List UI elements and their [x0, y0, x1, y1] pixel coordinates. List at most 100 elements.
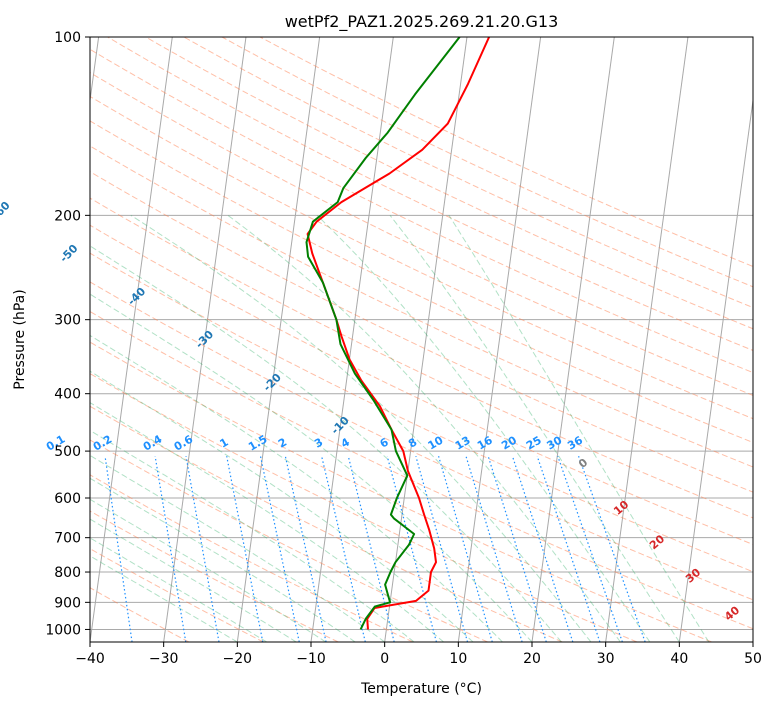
temperature-line [306, 37, 491, 630]
mixing-ratio-line [578, 455, 646, 642]
moist-adiabat-line [90, 477, 356, 642]
mixing-ratio-label: 6 [378, 435, 391, 450]
dry-adiabat-line [90, 120, 753, 444]
dry-adiabat-line [90, 439, 488, 642]
y-tick-label: 100 [54, 30, 81, 46]
plot-frame [89, 36, 754, 643]
mixing-ratio-line [185, 456, 220, 642]
y-tick-label: 200 [54, 208, 81, 224]
y-tick-label: 800 [54, 565, 81, 581]
isotherm-line [90, 37, 173, 642]
moist-adiabat-line [90, 370, 474, 642]
dry-adiabat-line [90, 224, 753, 546]
y-axis-title: Pressure (hPa) [12, 289, 28, 389]
mixing-ratio-label: 36 [565, 433, 585, 452]
dry-adiabat-line [90, 145, 753, 468]
moist-adiabat-line [90, 537, 268, 642]
isotherm-line [90, 37, 100, 105]
dry-adiabat-line [90, 95, 753, 420]
mixing-ratio-line [321, 456, 366, 642]
mixing-ratio-line [226, 456, 264, 642]
mixing-ratio-label: 25 [524, 434, 544, 453]
profile-lines [305, 37, 491, 630]
moist-adiabat-label: 40 [722, 603, 742, 623]
background-lines [58, 37, 753, 642]
mixing-ratio-line [58, 456, 82, 642]
dry-adiabat-line [183, 37, 753, 309]
y-tick-label: 900 [54, 595, 81, 611]
dry-adiabat-line [145, 37, 753, 330]
dry-adiabat-line [90, 197, 753, 519]
dry-adiabat-line [90, 72, 753, 396]
moist-adiabat-line [90, 334, 503, 642]
mixing-ratio-line [465, 456, 523, 642]
isotherm-line [384, 37, 468, 642]
mixing-ratio-label: 30 [544, 433, 564, 452]
y-tick-label: 400 [54, 387, 81, 403]
mixing-ratio-line [487, 456, 547, 642]
moist-adiabat-line [90, 429, 415, 642]
mixing-ratio-label: 10 [426, 433, 446, 452]
mixing-ratio-label: 2 [276, 436, 289, 451]
isotherm-label: -60 [0, 199, 13, 222]
y-tick-label: 300 [54, 313, 81, 329]
x-axis: −40 −30 −20 −10 0 10 20 30 40 50 [75, 642, 762, 667]
isotherm-label: -20 [261, 371, 284, 394]
x-tick-label: 10 [449, 651, 467, 667]
x-tick-label: 0 [380, 651, 389, 667]
mixing-ratio-line [284, 456, 327, 642]
line-labels: 0.10.20.40.611.52346810131620253036-100-… [0, 199, 742, 624]
isotherm-line [457, 37, 542, 642]
moist-adiabat-label: 0 [576, 456, 590, 471]
y-tick-label: 700 [54, 531, 81, 547]
mixing-ratio-label: 20 [499, 433, 519, 452]
x-tick-label: −10 [296, 651, 326, 667]
y-tick-label: 600 [54, 491, 81, 507]
dry-adiabat-line [90, 171, 753, 493]
moist-adiabat-label: 30 [683, 566, 703, 586]
mixing-ratio-label: 3 [312, 436, 325, 451]
moist-adiabat-line [448, 215, 710, 642]
dry-adiabat-line [107, 37, 753, 351]
dewpoint-line [305, 37, 461, 630]
mixing-ratio-label: 0.2 [91, 433, 114, 454]
dry-adiabat-line [90, 548, 264, 642]
isotherm-label: -10 [329, 414, 352, 437]
mixing-ratio-label: 4 [339, 435, 352, 450]
dry-adiabat-line [90, 405, 563, 642]
moist-adiabat-line [316, 214, 651, 642]
mixing-ratio-line [511, 456, 574, 642]
dry-adiabat-line [259, 37, 753, 268]
isotherm-line [752, 638, 753, 642]
x-tick-label: 40 [670, 651, 688, 667]
mixing-ratio-line [415, 456, 469, 642]
x-tick-label: 30 [597, 651, 615, 667]
mixing-ratio-line [536, 456, 601, 642]
dry-adiabat-line [90, 48, 753, 374]
x-tick-label: −20 [223, 651, 253, 667]
dry-adiabat-line [90, 510, 339, 642]
isotherm-line [531, 37, 615, 642]
x-axis-title: Temperature (°C) [360, 681, 482, 697]
x-tick-label: −40 [75, 651, 105, 667]
isotherm-line [605, 37, 689, 642]
moist-adiabat-line [90, 555, 238, 642]
dry-adiabat-line [90, 474, 414, 642]
chart-title: wetPf2_PAZ1.2025.269.21.20.G13 [285, 12, 559, 32]
y-tick-label: 1000 [45, 622, 81, 638]
dry-adiabat-line [90, 310, 753, 630]
moist-adiabat-line [227, 214, 621, 642]
moist-adiabat-line [90, 518, 297, 642]
isotherm-label: -40 [125, 285, 148, 308]
x-tick-label: 50 [744, 651, 762, 667]
mixing-ratio-line [386, 456, 438, 642]
isotherm-label: -50 [57, 242, 80, 265]
dry-adiabat-line [90, 281, 753, 601]
mixing-ratio-label: 8 [406, 436, 419, 451]
moist-adiabat-line [90, 454, 385, 642]
dry-adiabat-line [221, 37, 753, 288]
isotherm-line [678, 96, 753, 642]
moist-adiabat-line [389, 214, 680, 642]
isotherm-line [163, 37, 247, 642]
